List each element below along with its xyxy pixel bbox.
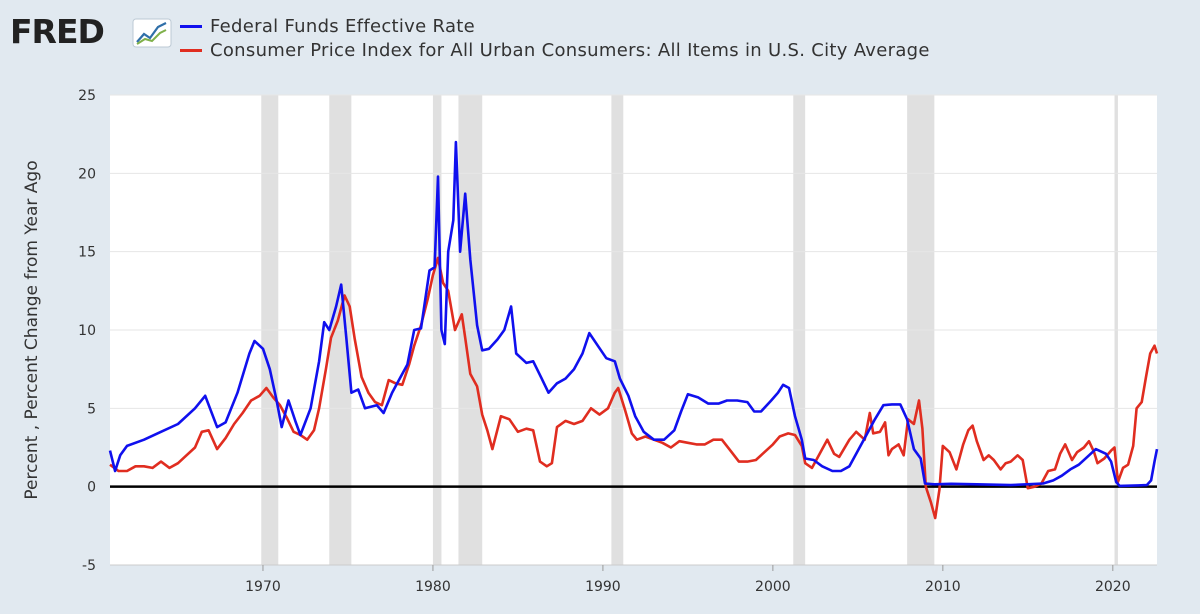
- y-tick-label: 10: [78, 323, 96, 339]
- series-line-fed-funds[interactable]: [108, 140, 1159, 488]
- fred-logo[interactable]: FRED: [10, 12, 172, 52]
- x-tick-label: 2010: [925, 579, 961, 595]
- series-lines: [108, 140, 1159, 520]
- y-tick-label: -5: [82, 558, 96, 574]
- x-tick-label: 2000: [755, 579, 791, 595]
- logo-text: FRED: [10, 12, 105, 51]
- y-tick-label: 0: [87, 480, 96, 496]
- x-axis: 1970 1980 1990 2000 2010 2020: [110, 564, 1157, 595]
- legend-label: Federal Funds Effective Rate: [210, 15, 476, 37]
- legend-item-fed-funds[interactable]: Federal Funds Effective Rate: [180, 14, 930, 38]
- legend-item-cpi[interactable]: Consumer Price Index for All Urban Consu…: [180, 38, 930, 62]
- y-tick-label: 15: [78, 245, 96, 261]
- y-tick-label: 5: [87, 401, 96, 417]
- x-tick-label: 2020: [1095, 579, 1131, 595]
- trend-graph-icon: [132, 18, 172, 48]
- legend: Federal Funds Effective Rate Consumer Pr…: [180, 14, 930, 62]
- y-axis-label: Percent , Percent Change from Year Ago: [22, 160, 42, 500]
- y-tick-label: 25: [78, 88, 96, 104]
- series-line-cpi[interactable]: [109, 256, 1159, 520]
- legend-swatch-red: [180, 48, 202, 52]
- y-axis: -5 0 5 10 15 20 25: [78, 88, 96, 574]
- legend-swatch-blue: [180, 24, 202, 28]
- x-tick-label: 1990: [585, 579, 621, 595]
- x-tick-label: 1980: [415, 579, 451, 595]
- y-tick-label: 20: [78, 166, 96, 182]
- x-tick-label: 1970: [245, 579, 281, 595]
- legend-label: Consumer Price Index for All Urban Consu…: [210, 39, 930, 61]
